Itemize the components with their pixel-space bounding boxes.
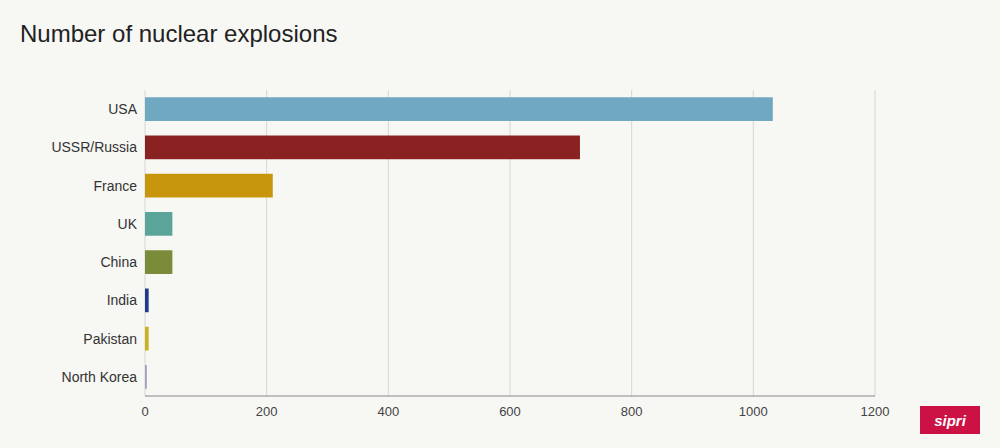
- grid-line: [875, 90, 876, 396]
- x-tick-label: 600: [499, 404, 521, 419]
- category-label: France: [93, 178, 137, 194]
- category-label: UK: [118, 216, 138, 232]
- category-label: India: [107, 292, 138, 308]
- y-axis-labels: USA USSR/Russia France UK China India Pakistan…: [51, 101, 137, 385]
- logo-text: sipri: [934, 412, 967, 429]
- logo-annotation: sipri: [920, 406, 980, 434]
- x-axis-line: [145, 396, 875, 397]
- page: {"chart_data": {"type": "bar", "orientat…: [0, 0, 1000, 448]
- x-tick-label: 800: [621, 404, 643, 419]
- x-tick-label: 400: [377, 404, 399, 419]
- grid: [145, 90, 875, 396]
- logo-box: [920, 406, 980, 434]
- category-label: Pakistan: [83, 331, 137, 347]
- bar: [145, 365, 147, 389]
- bar: [145, 97, 773, 121]
- x-tick-label: 0: [141, 404, 148, 419]
- bar: [145, 289, 149, 313]
- x-tick-label: 1200: [861, 404, 890, 419]
- category-label: North Korea: [62, 369, 138, 385]
- category-label: USA: [108, 101, 137, 117]
- bar: [145, 174, 273, 198]
- chart-title: Number of nuclear explosions: [20, 20, 338, 47]
- grid-line: [753, 90, 754, 396]
- x-tick-label: 200: [256, 404, 278, 419]
- x-axis-ticks: 0 200 400 600 800 1000 1200: [141, 404, 889, 419]
- grid-line: [631, 90, 632, 396]
- bar: [145, 250, 172, 274]
- background: [0, 0, 1000, 448]
- bar: [145, 136, 580, 160]
- bars: [145, 97, 773, 388]
- category-label: China: [100, 254, 137, 270]
- bar: [145, 212, 172, 236]
- chart-svg: Number of nuclear explosions 0 200 400 600 80…: [0, 0, 1000, 448]
- category-label: USSR/Russia: [51, 139, 137, 155]
- x-tick-label: 1000: [739, 404, 768, 419]
- chart-container: Number of nuclear explosions 0 200 400 600 80…: [0, 0, 1000, 448]
- bar: [145, 327, 149, 351]
